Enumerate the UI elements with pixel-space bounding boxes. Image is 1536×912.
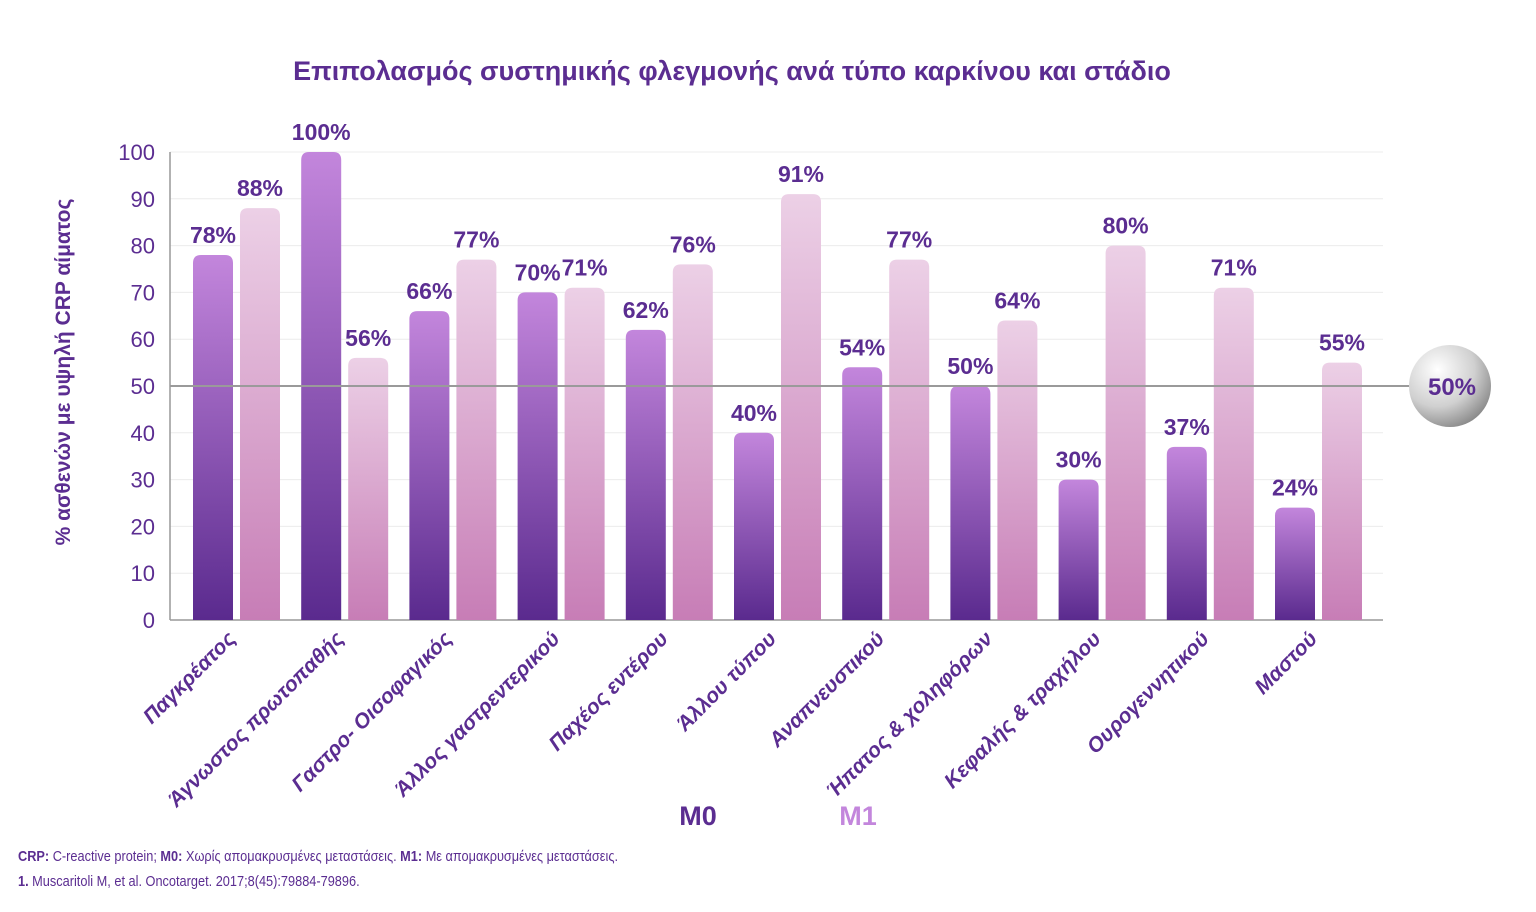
data-label: 50% [947, 353, 993, 379]
legend-m0: M0 [679, 801, 717, 831]
y-tick-label: 30 [131, 468, 155, 493]
footnote-m0-key: M0: [160, 848, 183, 865]
bar-m0 [1275, 507, 1315, 620]
data-label: 64% [994, 287, 1040, 313]
bar-m1 [672, 264, 713, 620]
footnote-m1-text: Με απομακρυσμένες μεταστάσεις. [422, 848, 619, 865]
x-tick-label: Παγκρέατος [139, 627, 241, 729]
y-tick-label: 80 [131, 234, 155, 259]
reference-badge [1409, 345, 1491, 427]
x-tick-label: Μαστού [1250, 627, 1322, 699]
bar-m1 [1322, 362, 1362, 620]
legend-m1: M1 [839, 801, 877, 831]
y-axis-label: % ασθενών με υψηλή CRP αίματος [52, 199, 75, 546]
bar-m1 [1213, 287, 1254, 620]
bar-m0 [950, 386, 991, 620]
chart-title: Επιπολασμός συστημικής φλεγμονής ανά τύπ… [293, 56, 1171, 86]
data-label: 100% [292, 119, 351, 145]
data-label: 80% [1103, 213, 1149, 239]
bar-m1 [456, 259, 497, 620]
data-label: 55% [1319, 330, 1365, 356]
data-label: 62% [623, 297, 669, 323]
data-label: 24% [1272, 475, 1318, 501]
data-label: 91% [778, 161, 824, 187]
data-label: 66% [406, 278, 452, 304]
x-tick-label: Άγνωστος πρωτοπαθής [163, 627, 349, 813]
data-label: 76% [670, 231, 716, 257]
bar-m1 [997, 320, 1038, 620]
bar-m0 [1058, 479, 1099, 620]
footnote-reference: 1. Muscaritoli M, et al. Oncotarget. 201… [18, 873, 360, 890]
bar-m0 [517, 292, 558, 620]
data-label: 37% [1164, 414, 1210, 440]
data-label: 40% [731, 400, 777, 426]
y-tick-label: 70 [131, 280, 155, 305]
footnote-crp-key: CRP: [18, 848, 50, 865]
footnote-definitions: CRP: C-reactive protein; M0: Χωρίς απομα… [18, 848, 618, 865]
bar-m1 [564, 287, 605, 620]
y-tick-label: 20 [131, 514, 155, 539]
bar-m1 [781, 194, 821, 620]
bar-m1 [889, 259, 930, 620]
data-label: 71% [1211, 255, 1257, 281]
bar-m1 [1105, 245, 1146, 620]
data-label: 77% [886, 227, 932, 253]
bar-m0 [842, 367, 883, 620]
data-label: 56% [345, 325, 391, 351]
bar-m0 [625, 329, 666, 620]
data-label: 54% [839, 334, 885, 360]
y-tick-label: 50 [131, 374, 155, 399]
y-tick-label: 40 [131, 421, 155, 446]
footnote-m1-key: M1: [400, 848, 423, 865]
y-tick-label: 100 [118, 140, 155, 165]
data-label: 78% [190, 222, 236, 248]
footnote-ref-num: 1. [18, 873, 29, 890]
x-tick-label: Άλλου τύπου [672, 627, 781, 736]
x-tick-label: Ουρογεννητικού [1083, 627, 1214, 758]
bar-m0 [409, 311, 450, 620]
y-tick-label: 10 [131, 561, 155, 586]
bar-m0 [193, 254, 233, 620]
x-tick-label: Παχέος εντέρου [545, 627, 673, 755]
footnote-crp-text: C-reactive protein; [49, 848, 161, 865]
y-tick-label: 90 [131, 187, 155, 212]
x-tick-label: Αναπνευστικού [764, 627, 889, 752]
footnote-m0-text: Χωρίς απομακρυσμένες μεταστάσεις. [182, 848, 401, 865]
data-label: 70% [515, 259, 561, 285]
y-tick-label: 60 [131, 327, 155, 352]
data-label: 77% [453, 227, 499, 253]
y-tick-label: 0 [143, 608, 155, 633]
data-label: 30% [1056, 447, 1102, 473]
bar-m0 [1166, 446, 1207, 620]
data-label: 71% [562, 255, 608, 281]
data-label: 88% [237, 175, 283, 201]
bar-m1 [348, 357, 389, 620]
bar-m0 [734, 432, 774, 620]
bar-m1 [240, 208, 280, 620]
footnote-ref-text: Muscaritoli M, et al. Oncotarget. 2017;8… [28, 873, 360, 890]
reference-label: 50% [1428, 374, 1476, 401]
